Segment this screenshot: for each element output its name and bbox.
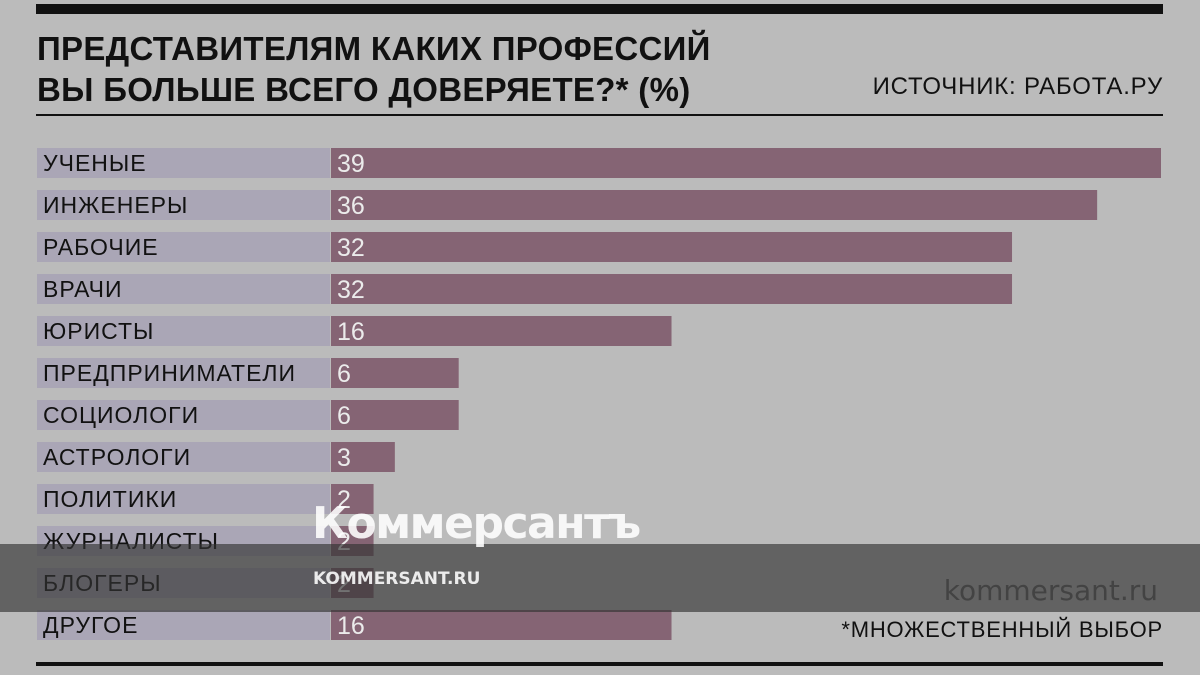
category-label: АСТРОЛОГИ xyxy=(43,444,191,470)
data-value-label: 36 xyxy=(337,192,365,220)
data-value-label: 6 xyxy=(337,360,351,388)
data-bar xyxy=(331,358,459,388)
category-label-bg xyxy=(37,316,330,346)
data-bar xyxy=(331,190,1098,220)
data-bar xyxy=(331,232,1013,262)
data-bar xyxy=(331,274,1013,304)
category-label: ПОЛИТИКИ xyxy=(43,486,177,512)
kommersant-url-watermark: kommersant.ru xyxy=(943,574,1158,607)
chart-title: ПРЕДСТАВИТЕЛЯМ КАКИХ ПРОФЕССИЙ ВЫ БОЛЬШЕ… xyxy=(37,28,711,110)
watermark-band xyxy=(0,544,1200,612)
category-label-bg xyxy=(37,148,330,178)
category-label-bg xyxy=(37,232,330,262)
kommersant-url-small: KOMMERSANT.RU xyxy=(313,569,481,589)
data-value-label: 6 xyxy=(337,402,351,430)
category-label-bg xyxy=(37,274,330,304)
chart-title-line-1: ПРЕДСТАВИТЕЛЯМ КАКИХ ПРОФЕССИЙ xyxy=(37,30,711,67)
kommersant-logo: Коммерсантъ xyxy=(312,498,641,549)
category-label-bg xyxy=(37,610,330,640)
data-bar xyxy=(331,400,459,430)
data-bar xyxy=(331,148,1161,178)
data-value-label: 16 xyxy=(337,612,365,640)
data-bar xyxy=(331,442,395,472)
category-label-bg xyxy=(37,358,330,388)
category-label: РАБОЧИЕ xyxy=(43,234,159,260)
data-value-label: 16 xyxy=(337,318,365,346)
category-label: ДРУГОЕ xyxy=(43,612,138,638)
data-bar xyxy=(331,610,672,640)
source-label: ИСТОЧНИК: РАБОТА.РУ xyxy=(872,73,1163,100)
data-value-label: 39 xyxy=(337,150,365,178)
data-value-label: 32 xyxy=(337,234,365,262)
header-divider xyxy=(36,114,1163,116)
bottom-rule xyxy=(36,662,1163,666)
chart-title-line-2: ВЫ БОЛЬШЕ ВСЕГО ДОВЕРЯЕТЕ?* (%) xyxy=(37,71,691,108)
category-label: УЧЕНЫЕ xyxy=(43,150,147,176)
category-label-bg xyxy=(37,400,330,430)
category-label: ЮРИСТЫ xyxy=(43,318,154,344)
data-value-label: 32 xyxy=(337,276,365,304)
data-bar xyxy=(331,484,374,514)
category-label-bg xyxy=(37,190,330,220)
top-rule xyxy=(36,4,1163,14)
category-label: ИНЖЕНЕРЫ xyxy=(43,192,188,218)
footnote: *МНОЖЕСТВЕННЫЙ ВЫБОР xyxy=(841,617,1163,642)
category-label: ПРЕДПРИНИМАТЕЛИ xyxy=(43,360,296,386)
data-value-label: 2 xyxy=(337,486,351,514)
category-label-bg xyxy=(37,484,330,514)
category-label: СОЦИОЛОГИ xyxy=(43,402,199,428)
category-label: ВРАЧИ xyxy=(43,276,123,302)
data-value-label: 3 xyxy=(337,444,351,472)
category-label-bg xyxy=(37,442,330,472)
data-bar xyxy=(331,316,672,346)
